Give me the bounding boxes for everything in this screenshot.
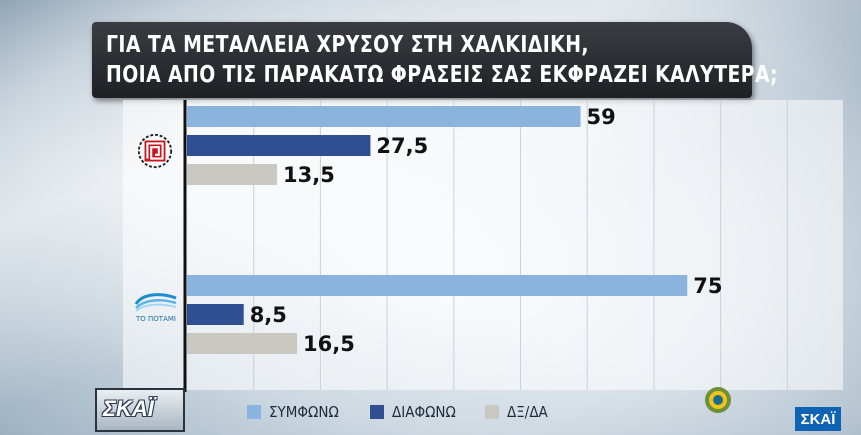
bar-layer [187,106,688,354]
bar-party-2-series-2 [187,333,298,354]
chart-title-line-1: ΓΙΑ ΤΑ ΜΕΤΑΛΛΕΙΑ ΧΡΥΣΟΥ ΣΤΗ ΧΑΛΚΙΔΙΚΗ, [106,32,589,58]
legend-label: ΣΥΜΦΩΝΩ [269,403,339,421]
bar-party-1-series-1 [187,135,371,156]
data-label-party-1-series-2: 13,5 [283,163,335,187]
label-layer: 59 27,5 13,5 75 8,5 16,5 [250,105,723,356]
chart-title-line-2: ΠΟΙΑ ΑΠΟ ΤΙΣ ΠΑΡΑΚΑΤΩ ΦΡΑΣΕΙΣ ΣΑΣ ΕΚΦΡΑΖ… [106,62,778,88]
legend-item: ΔΞ/ΔΑ [485,403,552,421]
legend-swatch [485,405,499,419]
legend-label: ΔΙΑΦΩΝΩ [392,403,456,421]
data-label-party-2-series-2: 16,5 [303,332,355,356]
bar-party-1-series-0 [187,106,581,127]
legend-swatch [247,405,261,419]
data-label-party-2-series-0: 75 [693,274,722,298]
channel-logo: ΣΚΑΪ [95,388,185,432]
chart-title-box: ΓΙΑ ΤΑ ΜΕΤΑΛΛΕΙΑ ΧΡΥΣΟΥ ΣΤΗ ΧΑΛΚΙΔΙΚΗ, Π… [92,22,778,98]
channel-corner-logo: ΣΚΑΪ [795,407,841,431]
bar-party-2-series-1 [187,304,244,325]
data-label-party-1-series-1: 27,5 [376,134,428,158]
bar-party-2-series-0 [187,275,688,296]
data-label-party-1-series-0: 59 [587,105,616,129]
legend-swatch [370,405,384,419]
river-logo-text: ΤΟ ΠΟΤΑΜΙ [135,315,176,323]
bar-party-1-series-2 [187,164,278,185]
makedonias-logo-icon [705,387,731,413]
legend-item: ΣΥΜΦΩΝΩ [247,403,347,421]
grid-layer [253,100,788,390]
legend-label: ΔΞ/ΔΑ [507,403,548,421]
channel-logo-text: ΣΚΑΪ [103,396,154,421]
data-label-party-2-series-1: 8,5 [250,303,287,327]
river-logo-icon: ΤΟ ΠΟΤΑΜΙ [134,293,177,323]
meander-logo-icon [137,133,173,169]
legend-item: ΔΙΑΦΩΝΩ [370,403,463,421]
